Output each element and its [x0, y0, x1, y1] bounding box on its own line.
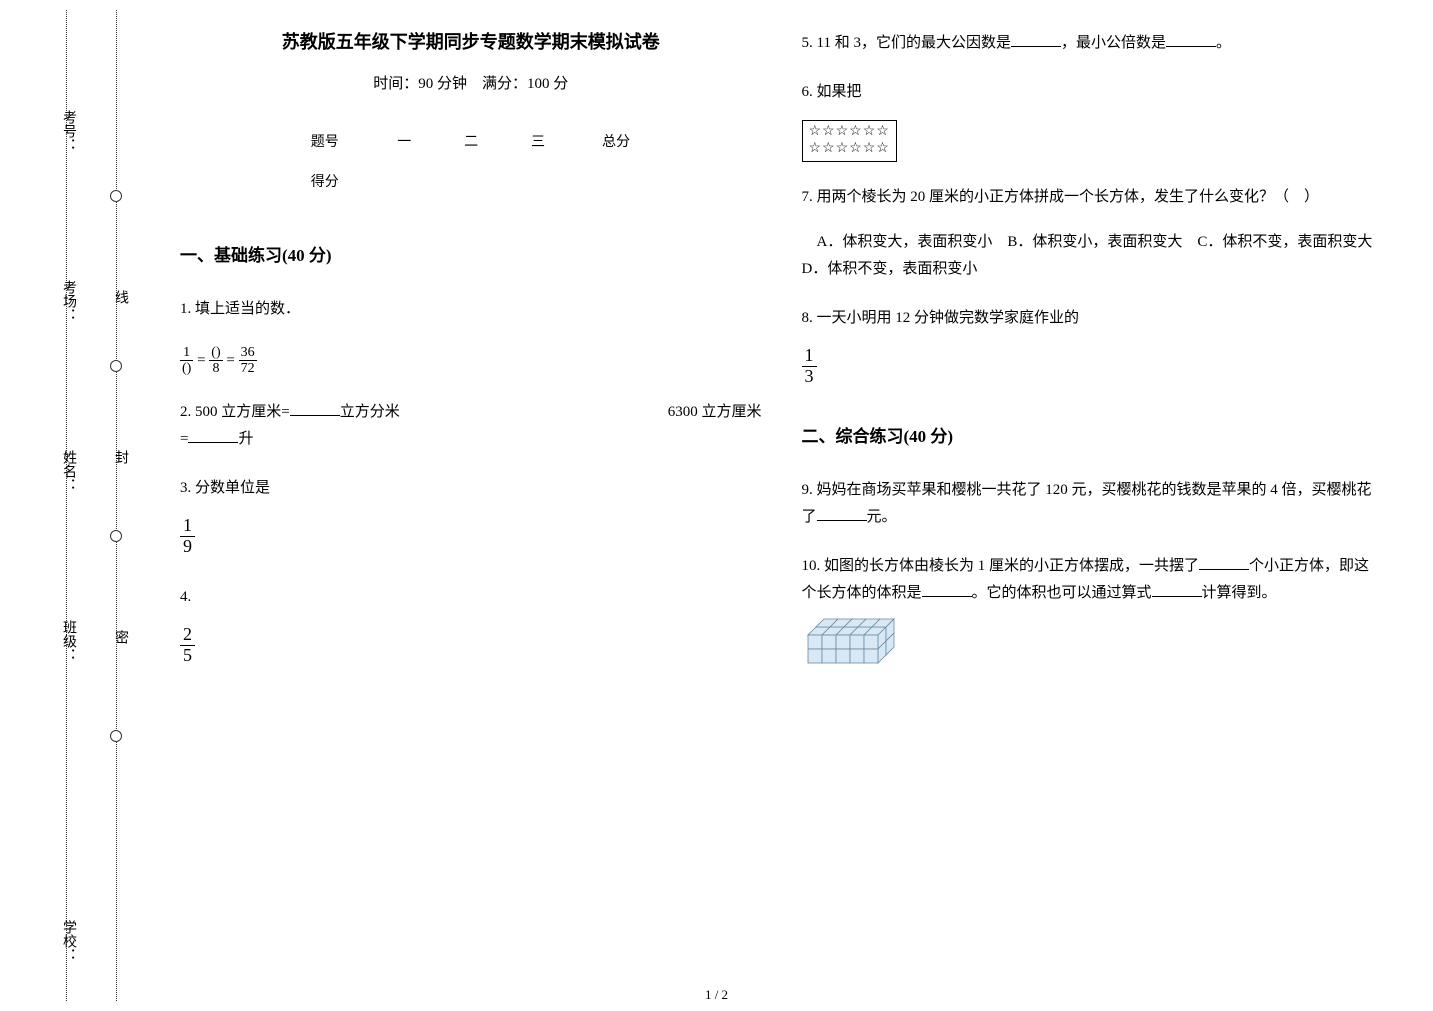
binding-circle [110, 530, 122, 542]
td [438, 161, 505, 201]
q10-mid2: 。它的体积也可以通过算式 [972, 585, 1152, 601]
q2-unit: 升 [238, 431, 253, 447]
fraction: 1 () [180, 345, 193, 377]
th: 一 [371, 121, 438, 161]
blank [1152, 582, 1202, 597]
blank [817, 506, 867, 521]
q7-options: A．体积变大，表面积变小 B．体积变小，表面积变大 C．体积不变，表面积变大 D… [802, 229, 1384, 283]
question-2: 2. 500 立方厘米= 立方分米 6300 立方厘米 = 升 [180, 399, 762, 453]
q9-suffix: 元。 [867, 509, 897, 525]
q2-right: 6300 立方厘米 [668, 399, 762, 426]
blank [188, 428, 238, 443]
q5-mid: ，最小公倍数是 [1061, 35, 1166, 51]
left-column: 苏教版五年级下学期同步专题数学期末模拟试卷 时间：90 分钟 满分：100 分 … [160, 20, 782, 991]
dotted-line-inner [116, 10, 117, 1001]
seal-char: 线 [110, 290, 130, 310]
blank [1199, 555, 1249, 570]
fraction: 1 3 [802, 346, 817, 387]
section-2-heading: 二、综合练习(40 分) [802, 422, 1384, 447]
question-1: 1. 填上适当的数． [180, 296, 762, 323]
cuboid-svg [802, 615, 922, 685]
score-table: 题号 一 二 三 总分 得分 [281, 121, 661, 201]
question-7: 7. 用两个棱长为 20 厘米的小正方体拼成一个长方体，发生了什么变化？（ ） … [802, 184, 1384, 283]
th: 题号 [281, 121, 371, 161]
q8-text: 8. 一天小明用 12 分钟做完数学家庭作业的 [802, 305, 1384, 332]
label-kaochang: 考场： [58, 280, 78, 322]
stars-row: ☆☆☆☆☆☆ [809, 124, 890, 139]
star-box: ☆☆☆☆☆☆ ☆☆☆☆☆☆ [802, 120, 897, 162]
content-area: 苏教版五年级下学期同步专题数学期末模拟试卷 时间：90 分钟 满分：100 分 … [160, 20, 1403, 991]
q10-prefix: 10. 如图的长方体由棱长为 1 厘米的小正方体摆成，一共摆了 [802, 558, 1200, 574]
binding-circle [110, 190, 122, 202]
fraction: () 8 [209, 345, 222, 377]
binding-strip: 线 封 密 考号： 考场： 姓名： 班级： 学校： [40, 0, 140, 1011]
question-1-expr: 1 () = () 8 = 36 72 [180, 345, 762, 377]
q7-text: 7. 用两个棱长为 20 厘米的小正方体拼成一个长方体，发生了什么变化？（ ） [802, 184, 1384, 211]
blank [1166, 32, 1216, 47]
dotted-line-outer [66, 10, 67, 1001]
right-column: 5. 11 和 3，它们的最大公因数是 ，最小公倍数是 。 6. 如果把 ☆☆☆☆☆… [782, 20, 1404, 991]
q10-suffix: 计算得到。 [1202, 585, 1277, 601]
seal-char: 封 [110, 450, 130, 470]
question-8: 8. 一天小明用 12 分钟做完数学家庭作业的 1 3 [802, 305, 1384, 393]
label-xuexiao: 学校： [58, 920, 78, 962]
blank [290, 401, 340, 416]
page-number: 1 / 2 [705, 987, 728, 1003]
question-9: 9. 妈妈在商场买苹果和樱桃一共花了 120 元，买樱桃花的钱数是苹果的 4 倍… [802, 477, 1384, 531]
th: 总分 [572, 121, 661, 161]
q2-line2-prefix: = [180, 431, 188, 447]
cuboid-figure [802, 615, 1384, 695]
td [371, 161, 438, 201]
page-title: 苏教版五年级下学期同步专题数学期末模拟试卷 [180, 28, 762, 54]
fraction: 1 9 [180, 516, 195, 557]
label-banji: 班级： [58, 620, 78, 662]
q1-text: 1. 填上适当的数． [180, 296, 762, 323]
q2-prefix: 2. 500 立方厘米= [180, 404, 290, 420]
binding-circle [110, 360, 122, 372]
q6-text: 6. 如果把 [802, 79, 1384, 106]
page-subtitle: 时间：90 分钟 满分：100 分 [180, 72, 762, 93]
q5-prefix: 5. 11 和 3，它们的最大公因数是 [802, 35, 1011, 51]
th: 三 [505, 121, 572, 161]
td [505, 161, 572, 201]
td: 得分 [281, 161, 371, 201]
question-3: 3. 分数单位是 1 9 [180, 475, 762, 563]
label-kaohao: 考号： [58, 110, 78, 152]
q4-text: 4. [180, 584, 762, 611]
fraction: 2 5 [180, 625, 195, 666]
th: 二 [438, 121, 505, 161]
question-5: 5. 11 和 3，它们的最大公因数是 ，最小公倍数是 。 [802, 30, 1384, 57]
question-6: 6. 如果把 ☆☆☆☆☆☆ ☆☆☆☆☆☆ [802, 79, 1384, 162]
td [572, 161, 661, 201]
label-xingming: 姓名： [58, 450, 78, 492]
fraction: 36 72 [239, 345, 257, 377]
table-row: 得分 [281, 161, 661, 201]
section-1-heading: 一、基础练习(40 分) [180, 241, 762, 266]
blank [1011, 32, 1061, 47]
q3-text: 3. 分数单位是 [180, 475, 762, 502]
blank [922, 582, 972, 597]
table-row: 题号 一 二 三 总分 [281, 121, 661, 161]
question-4: 4. 2 5 [180, 584, 762, 672]
question-10: 10. 如图的长方体由棱长为 1 厘米的小正方体摆成，一共摆了个小正方体，即这个… [802, 553, 1384, 695]
stars-row: ☆☆☆☆☆☆ [809, 141, 890, 156]
q5-suffix: 。 [1216, 35, 1231, 51]
q2-mid: 立方分米 [340, 404, 400, 420]
binding-circle [110, 730, 122, 742]
seal-char: 密 [110, 630, 130, 650]
